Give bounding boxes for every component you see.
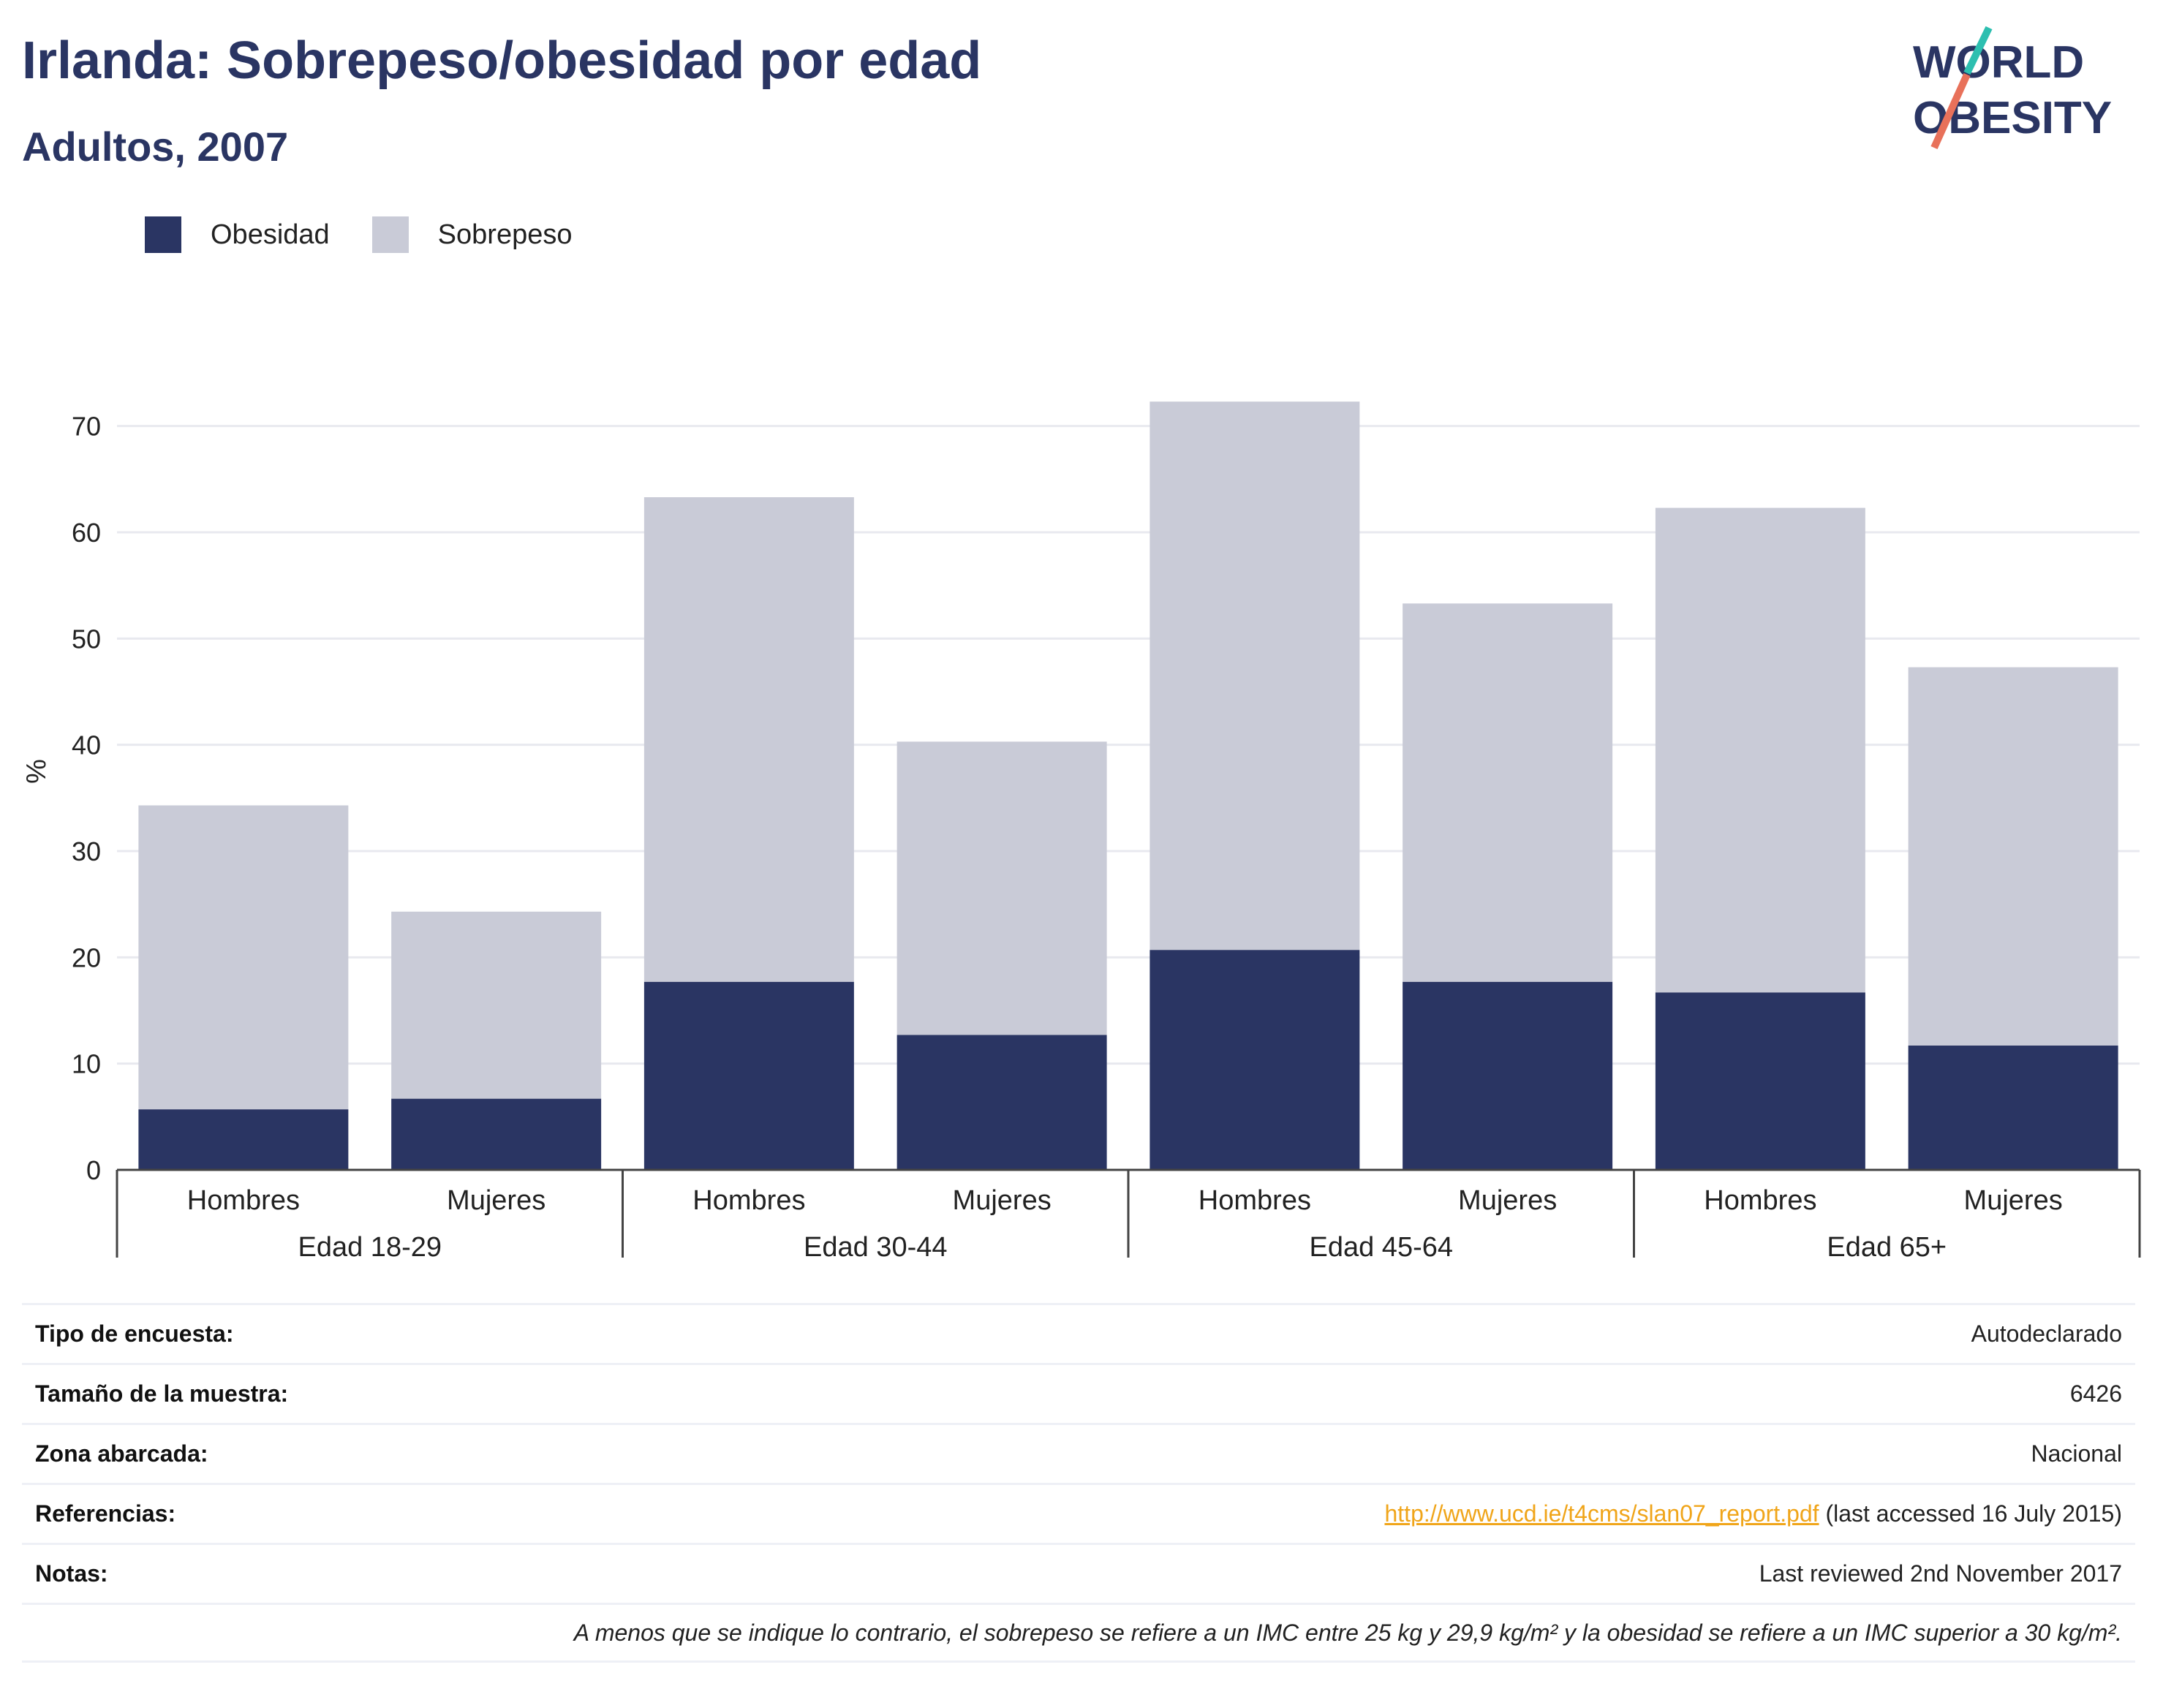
x-tick-label: Mujeres	[447, 1185, 546, 1216]
bar-sobrepeso	[643, 497, 854, 982]
world-obesity-logo: WORLD OBESITY	[1913, 26, 2112, 150]
x-tick-label: Mujeres	[1458, 1185, 1557, 1216]
x-tick-label: Hombres	[692, 1185, 805, 1216]
bar-sobrepeso	[1403, 603, 1613, 982]
stacked-bar-chart: 0 10 20 30 40 50 60 70% Hombres Mujeres Hombres Muj…	[21, 401, 2141, 1263]
chart-title: Irlanda: Sobrepeso/obesidad por edad	[22, 31, 982, 90]
group-label: Edad 18-29	[298, 1232, 442, 1263]
reference-suffix: (last accessed 16 July 2015)	[1819, 1500, 2122, 1527]
x-tick-label: Mujeres	[1964, 1185, 2063, 1216]
bar-sobrepeso	[896, 741, 1107, 1035]
x-tick-label: Hombres	[187, 1185, 300, 1216]
metadata-table: Tipo de encuesta: Autodeclarado Tamaño d…	[22, 1303, 2135, 1663]
legend-swatch-obesidad	[145, 216, 181, 253]
legend-item-sobrepeso[interactable]: Sobrepeso	[371, 216, 573, 253]
bar-sobrepeso	[1150, 401, 1360, 951]
y-tick-label: 70	[72, 412, 101, 442]
y-tick-label: 0	[86, 1155, 101, 1185]
meta-key: Tipo de encuesta:	[35, 1320, 234, 1347]
x-tick-label: Hombres	[1198, 1185, 1311, 1216]
logo-line1: WORLD	[1913, 37, 2084, 88]
y-tick-label: 60	[72, 518, 101, 548]
legend-label-sobrepeso: Sobrepeso	[437, 219, 573, 250]
bar-sobrepeso	[1655, 507, 1865, 993]
logo-slash-teal	[1963, 26, 1993, 75]
legend-swatch-sobrepeso	[371, 216, 409, 253]
group-label: Edad 30-44	[804, 1232, 948, 1263]
meta-value: Last reviewed 2nd November 2017	[1759, 1560, 2122, 1587]
y-axis-label: %	[21, 759, 52, 784]
meta-value: Autodeclarado	[1971, 1320, 2122, 1347]
meta-value: Nacional	[2031, 1440, 2122, 1467]
bar-obesidad	[1150, 950, 1360, 1170]
meta-key: Zona abarcada:	[35, 1440, 208, 1467]
chart-legend: Obesidad Sobrepeso	[145, 216, 614, 253]
bar-obesidad	[1655, 992, 1865, 1170]
meta-value: http://www.ucd.ie/t4cms/slan07_report.pd…	[1384, 1500, 2122, 1527]
bar-obesidad	[643, 981, 854, 1170]
legend-item-obesidad[interactable]: Obesidad	[145, 216, 330, 253]
meta-key: Referencias:	[35, 1500, 176, 1527]
meta-footnote: A menos que se indique lo contrario, el …	[22, 1603, 2135, 1663]
bar-obesidad	[896, 1035, 1107, 1170]
chart-subtitle: Adultos, 2007	[22, 124, 289, 170]
bar-sobrepeso	[138, 805, 349, 1110]
group-label: Edad 45-64	[1310, 1232, 1454, 1263]
y-tick-label: 30	[72, 836, 101, 866]
logo-slash-coral	[1930, 72, 1971, 150]
meta-row-notes: Notas: Last reviewed 2nd November 2017	[22, 1543, 2135, 1603]
bar-obesidad	[138, 1109, 349, 1170]
legend-label-obesidad: Obesidad	[211, 219, 330, 250]
meta-row-references: Referencias: http://www.ucd.ie/t4cms/sla…	[22, 1483, 2135, 1543]
y-tick-label: 50	[72, 624, 101, 654]
meta-row-survey-type: Tipo de encuesta: Autodeclarado	[22, 1303, 2135, 1363]
meta-row-coverage: Zona abarcada: Nacional	[22, 1423, 2135, 1483]
y-tick-label: 20	[72, 942, 101, 972]
x-tick-label: Hombres	[1704, 1185, 1816, 1216]
bar-obesidad	[1908, 1045, 2118, 1170]
meta-key: Tamaño de la muestra:	[35, 1380, 289, 1407]
bar-obesidad	[391, 1098, 602, 1170]
meta-key: Notas:	[35, 1560, 108, 1587]
meta-row-sample-size: Tamaño de la muestra: 6426	[22, 1363, 2135, 1423]
reference-link[interactable]: http://www.ucd.ie/t4cms/slan07_report.pd…	[1384, 1500, 1819, 1527]
y-tick-label: 10	[72, 1049, 101, 1079]
y-tick-label: 40	[72, 730, 101, 760]
bar-sobrepeso	[391, 911, 602, 1099]
bar-obesidad	[1403, 981, 1613, 1170]
group-label: Edad 65+	[1827, 1232, 1947, 1263]
x-tick-label: Mujeres	[953, 1185, 1052, 1216]
meta-value: 6426	[2069, 1380, 2122, 1407]
bar-sobrepeso	[1908, 667, 2118, 1046]
